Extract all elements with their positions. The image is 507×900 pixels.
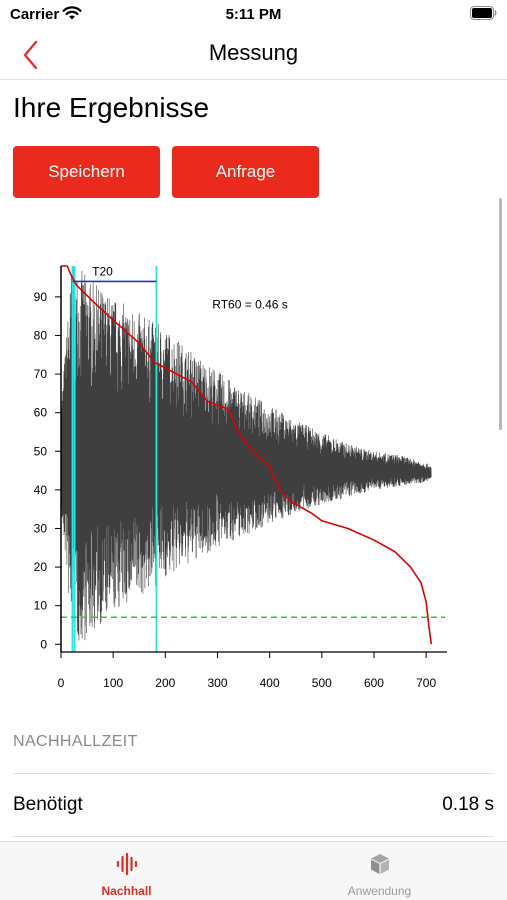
y-tick-label: 70 xyxy=(34,367,48,381)
status-bar: Carrier 5:11 PM xyxy=(0,0,507,30)
section-header: NACHHALLZEIT xyxy=(13,733,138,750)
tab-label: Nachhall xyxy=(101,884,152,898)
nav-title: Messung xyxy=(208,40,299,65)
carrier-label: Carrier xyxy=(10,6,60,23)
y-tick-label: 90 xyxy=(34,290,48,304)
signal-waveform xyxy=(60,267,432,641)
y-tick-label: 60 xyxy=(34,406,48,420)
x-tick-label: 700 xyxy=(416,676,436,690)
cube-icon xyxy=(371,854,389,874)
battery-icon xyxy=(470,6,497,20)
x-tick-label: 600 xyxy=(364,676,384,690)
x-tick-label: 300 xyxy=(207,676,227,690)
back-button[interactable] xyxy=(14,36,50,72)
page-title: Ihre Ergebnisse xyxy=(13,92,210,123)
y-tick-label: 30 xyxy=(34,521,48,535)
result-label: Benötigt xyxy=(13,794,83,815)
y-tick-label: 50 xyxy=(34,444,48,458)
x-tick-label: 100 xyxy=(103,676,123,690)
divider xyxy=(13,836,494,837)
t20-label: T20 xyxy=(92,264,113,278)
result-value: 0.18 s xyxy=(442,794,494,815)
tab-label: Anwendung xyxy=(347,884,412,898)
x-tick-label: 200 xyxy=(155,676,175,690)
y-tick-label: 20 xyxy=(34,560,48,574)
request-button[interactable]: Anfrage xyxy=(172,146,319,198)
y-tick-label: 10 xyxy=(34,599,48,613)
y-tick-label: 0 xyxy=(40,637,47,651)
waveform-icon xyxy=(116,852,138,876)
scroll-indicator[interactable] xyxy=(499,198,502,430)
decay-curve xyxy=(61,265,433,645)
tab-nachhall[interactable]: Nachhall xyxy=(0,842,253,900)
y-tick-label: 80 xyxy=(34,328,48,342)
status-time: 5:11 PM xyxy=(225,6,282,23)
y-tick-label: 40 xyxy=(34,483,48,497)
tab-bar: Nachhall Anwendung xyxy=(0,841,507,900)
rt60-label: RT60 = 0.46 s xyxy=(212,297,288,311)
reverb-chart: 0 100 200 300 400 500 600 700 0 10 20 30 40 50 60 70 80 9… xyxy=(34,264,447,690)
x-tick-label: 500 xyxy=(312,676,332,690)
x-tick-label: 0 xyxy=(58,676,65,690)
divider xyxy=(13,773,494,774)
save-button[interactable]: Speichern xyxy=(13,146,160,198)
nav-bar: Messung xyxy=(0,30,507,80)
x-tick-label: 400 xyxy=(260,676,280,690)
wifi-icon xyxy=(62,6,82,20)
tab-anwendung[interactable]: Anwendung xyxy=(253,842,506,900)
